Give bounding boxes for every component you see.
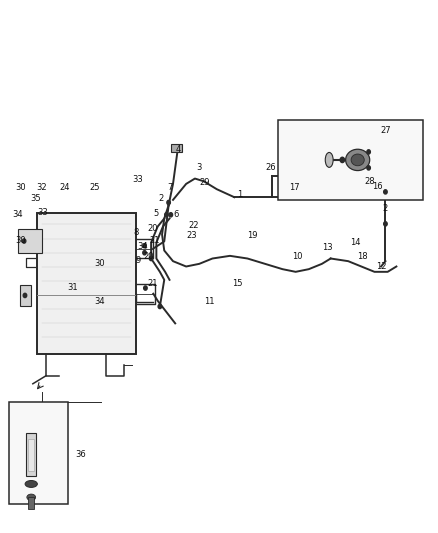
Text: 29: 29 [199, 178, 210, 187]
Text: 16: 16 [372, 182, 383, 191]
Text: 21: 21 [149, 237, 159, 245]
Text: 23: 23 [187, 231, 197, 240]
Text: 30: 30 [16, 183, 26, 192]
Circle shape [143, 251, 146, 255]
Circle shape [144, 286, 147, 290]
Ellipse shape [25, 481, 37, 487]
Text: 2: 2 [383, 205, 388, 213]
Bar [20, 285, 31, 306]
Bar [28, 439, 34, 471]
Text: 34: 34 [137, 242, 148, 251]
Circle shape [165, 213, 168, 217]
Text: 25: 25 [89, 183, 99, 192]
Text: 3: 3 [197, 164, 202, 172]
Text: 12: 12 [376, 262, 386, 271]
Ellipse shape [351, 154, 364, 166]
Bar [9, 402, 68, 504]
Text: 19: 19 [247, 231, 257, 240]
Text: 30: 30 [16, 237, 26, 245]
Text: 6: 6 [174, 210, 179, 219]
Text: 36: 36 [76, 450, 86, 458]
Text: 34: 34 [95, 297, 105, 305]
Text: 15: 15 [233, 279, 243, 288]
Bar [171, 144, 182, 152]
Text: 22: 22 [188, 221, 199, 230]
Text: 34: 34 [12, 211, 23, 219]
Text: 11: 11 [204, 297, 215, 305]
Text: 20: 20 [147, 224, 158, 232]
Bar [37, 213, 136, 354]
Circle shape [158, 304, 162, 309]
Text: 13: 13 [322, 244, 333, 252]
Text: 14: 14 [350, 238, 361, 247]
Circle shape [23, 293, 27, 297]
Text: 33: 33 [132, 175, 143, 184]
Ellipse shape [325, 152, 333, 167]
Text: 7: 7 [167, 183, 173, 192]
Text: 8: 8 [133, 229, 138, 237]
Text: 26: 26 [265, 164, 276, 172]
Text: 5: 5 [154, 209, 159, 217]
Circle shape [169, 213, 173, 217]
Text: 9: 9 [135, 256, 141, 264]
Bar [28, 497, 34, 509]
Bar [26, 433, 36, 476]
Circle shape [384, 190, 387, 194]
Text: 18: 18 [357, 253, 368, 261]
Text: 17: 17 [289, 183, 300, 192]
Circle shape [384, 222, 387, 226]
Circle shape [367, 150, 371, 154]
Text: 4: 4 [176, 145, 181, 154]
Text: 32: 32 [36, 183, 47, 192]
Text: 24: 24 [60, 183, 70, 192]
Text: 10: 10 [292, 253, 302, 261]
Text: 20: 20 [144, 253, 154, 261]
Circle shape [340, 157, 345, 163]
Circle shape [149, 256, 153, 261]
Text: 35: 35 [31, 195, 41, 203]
Text: 1: 1 [237, 190, 243, 199]
Bar [278, 120, 423, 200]
Circle shape [167, 200, 170, 205]
Text: 30: 30 [95, 260, 105, 268]
Circle shape [367, 166, 371, 170]
Ellipse shape [27, 494, 35, 500]
Text: 31: 31 [67, 284, 78, 292]
Circle shape [143, 244, 146, 248]
Text: 28: 28 [365, 177, 375, 185]
Circle shape [22, 239, 26, 243]
Text: 2: 2 [159, 195, 164, 203]
Bar [18, 229, 42, 253]
Text: 27: 27 [380, 126, 391, 135]
Text: 21: 21 [147, 279, 158, 288]
Ellipse shape [346, 149, 370, 171]
Text: 33: 33 [37, 208, 48, 216]
